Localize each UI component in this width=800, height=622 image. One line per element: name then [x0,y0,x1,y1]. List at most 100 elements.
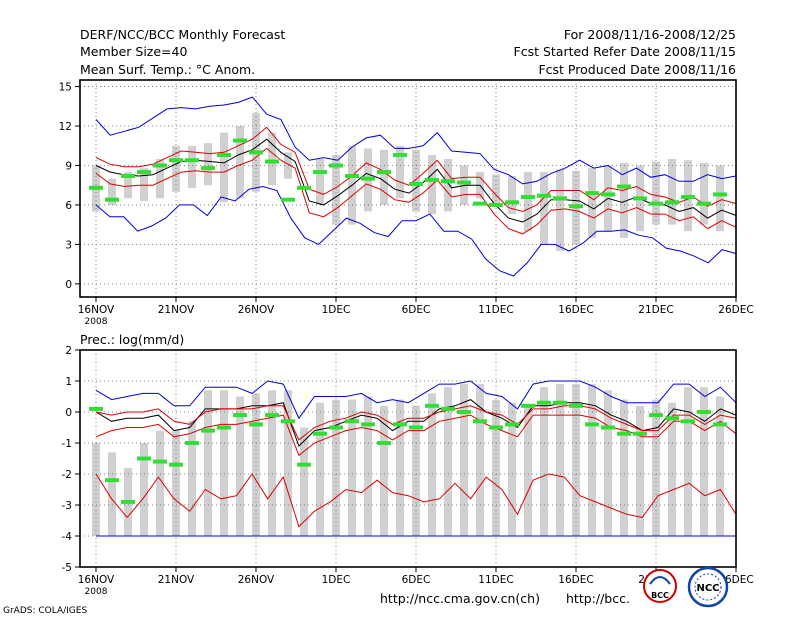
observed-marker [681,419,695,424]
fcst-started-date: Fcst Started Refer Date 2008/11/15 [514,44,737,59]
observed-marker [537,193,551,198]
y-tick-label: 6 [65,200,72,212]
range-bar [204,390,212,536]
y-tick-label: -3 [62,500,72,512]
range-bar [140,443,148,536]
x-tick-label: 21NOV [158,574,195,586]
ncc-logo-text: NCC [696,583,719,594]
y-tick-label: -4 [62,531,73,543]
y-tick-label: 0 [65,407,72,419]
grads-credit: GrADS: COLA/IGES [3,606,87,616]
observed-marker [617,184,631,189]
range-bar [188,421,196,536]
range-bar [428,393,436,536]
member-size-label: Member Size=40 [80,44,187,59]
observed-marker [105,197,119,202]
observed-marker [553,400,567,405]
range-bar [364,396,372,536]
observed-marker [233,413,247,418]
range-bar [668,158,676,225]
observed-marker [473,201,487,206]
observed-marker [169,158,183,163]
range-bar [268,390,276,536]
range-bar [556,384,564,536]
range-bar [220,390,228,536]
observed-marker [313,431,327,436]
observed-marker [457,180,471,185]
y-tick-label: 12 [59,121,72,133]
range-bar [636,405,644,536]
observed-marker [201,428,215,433]
observed-marker [425,177,439,182]
series-line-spread-lower [95,147,737,235]
observed-marker [281,419,295,424]
range-bar [396,399,404,536]
observed-marker [393,152,407,157]
series-line-ensemble-mean [95,138,737,223]
observed-marker [649,413,663,418]
range-bar [684,387,692,536]
x-year-label: 2008 [85,317,108,327]
observed-marker [457,410,471,414]
observed-marker [489,202,503,207]
range-bar [156,158,164,199]
observed-marker [89,406,103,411]
observed-marker [121,499,135,504]
ncc-url-link[interactable]: http://ncc.cma.gov.cn(ch) [380,591,540,606]
fcst-produced-date: Fcst Produced Date 2008/11/16 [538,62,736,77]
range-bar [108,178,116,205]
observed-marker [681,195,695,200]
observed-marker [265,413,279,418]
observed-marker [569,204,583,209]
observed-marker [521,195,535,200]
range-bar [700,387,708,536]
range-bar [460,384,468,536]
range-bar [604,390,612,536]
range-bar [444,158,452,212]
x-tick-label: 16DEC [558,574,593,586]
observed-marker [329,163,343,168]
observed-marker [201,166,215,171]
y-tick-label: 3 [65,239,72,251]
range-bar [524,172,532,232]
observed-marker [297,462,311,467]
plot-frame [79,349,737,568]
range-bar [396,145,404,199]
observed-marker [249,150,263,155]
observed-marker [537,400,551,405]
x-tick-label: 11DEC [478,304,513,316]
range-bar [652,161,660,225]
range-bar [108,452,116,536]
observed-marker [217,152,231,157]
range-bar [172,430,180,536]
range-bar [332,154,340,225]
series-line-minimum [95,185,737,277]
x-tick-label: 1DEC [322,574,351,586]
observed-marker [633,431,647,436]
observed-marker [697,201,711,206]
range-bar [588,384,596,536]
y-tick-label: 0 [65,279,72,291]
range-bar [332,399,340,536]
range-bar [556,169,564,251]
observed-marker [121,174,135,179]
observed-marker [409,181,423,186]
y-tick-label: 15 [59,82,72,94]
bcc-url-link[interactable]: http://bcc. [566,591,630,606]
x-tick-label: 21DEC [638,304,673,316]
observed-marker [233,138,247,143]
observed-marker [505,200,519,205]
observed-marker [361,422,375,427]
x-tick-label: 16DEC [558,304,593,316]
range-bar [508,176,516,215]
observed-marker [393,422,407,427]
range-bar [540,387,548,536]
range-bar [620,399,628,536]
observed-marker [217,425,231,430]
observed-marker [249,422,263,427]
observed-marker [649,201,663,206]
range-bar [572,384,580,536]
observed-marker [617,431,631,436]
series-line-spread-upper [95,405,737,441]
